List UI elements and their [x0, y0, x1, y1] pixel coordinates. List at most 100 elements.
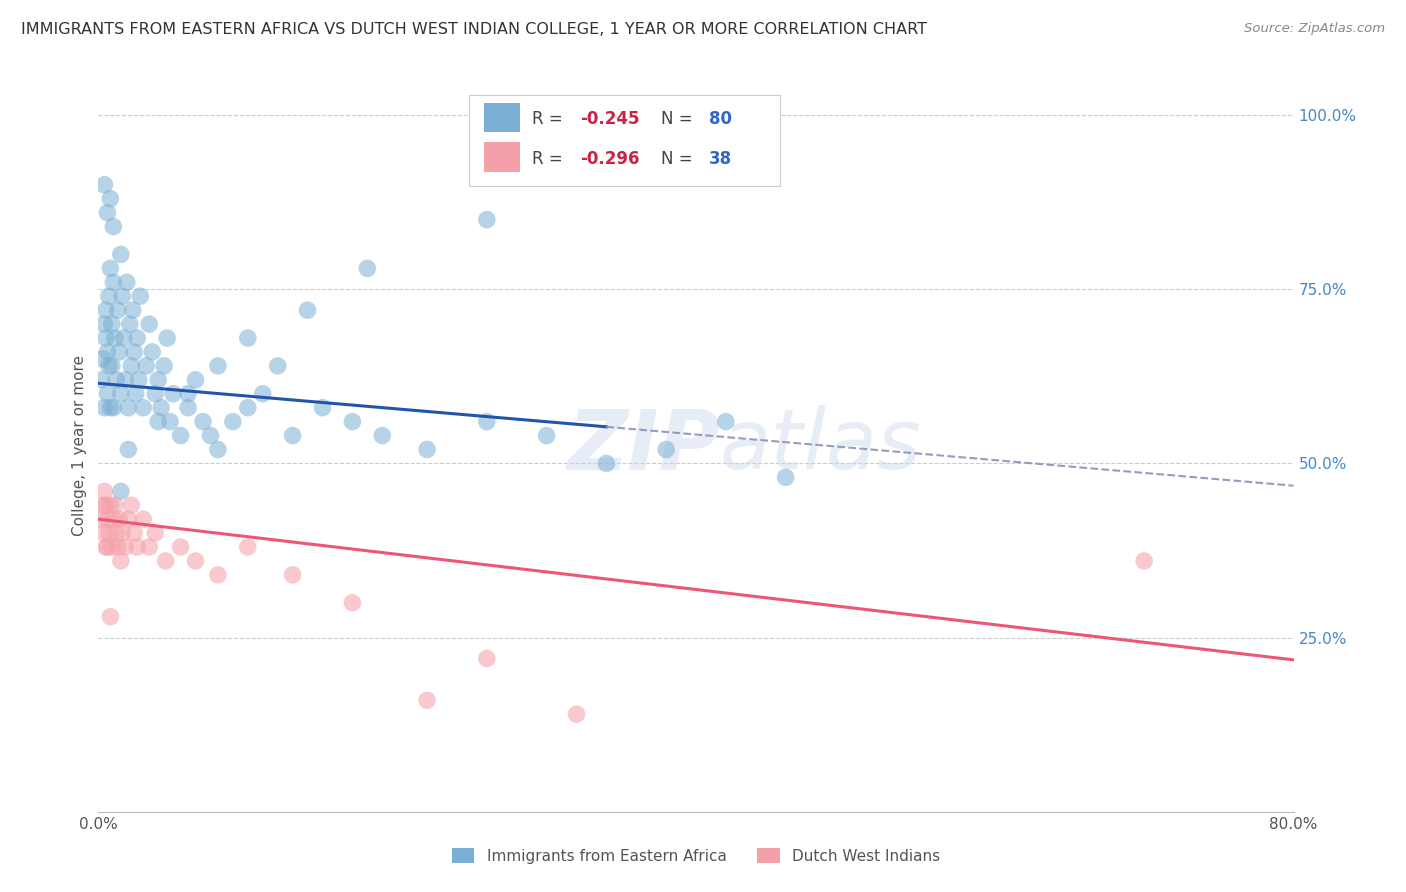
Point: [775, 470, 797, 484]
Point: [98, 261, 122, 276]
Text: N =: N =: [661, 110, 699, 128]
Point: [115, 275, 138, 289]
Point: [101, 317, 124, 331]
Point: [112, 331, 135, 345]
Point: [124, 345, 146, 359]
Text: -0.296: -0.296: [581, 150, 640, 168]
Point: [98, 192, 122, 206]
Point: [97, 359, 120, 373]
Point: [94, 303, 117, 318]
Point: [714, 415, 737, 429]
Point: [118, 317, 141, 331]
Point: [127, 331, 149, 345]
Point: [155, 554, 177, 568]
Point: [141, 345, 163, 359]
Point: [120, 498, 142, 512]
Text: N =: N =: [661, 150, 699, 168]
Point: [135, 359, 157, 373]
Point: [96, 205, 118, 219]
Point: [107, 303, 129, 318]
Point: [207, 567, 229, 582]
Text: R =: R =: [533, 110, 568, 128]
Point: [184, 373, 207, 387]
Legend: Immigrants from Eastern Africa, Dutch West Indians: Immigrants from Eastern Africa, Dutch We…: [446, 842, 946, 870]
Point: [103, 401, 125, 415]
Point: [565, 707, 588, 722]
Point: [207, 442, 229, 457]
Point: [90, 373, 112, 387]
Point: [124, 526, 146, 541]
Point: [177, 401, 200, 415]
Point: [191, 415, 214, 429]
Text: -0.245: -0.245: [581, 110, 640, 128]
Point: [111, 526, 134, 541]
Point: [207, 359, 229, 373]
Point: [153, 359, 176, 373]
Point: [104, 498, 127, 512]
Point: [114, 373, 136, 387]
Point: [138, 540, 160, 554]
Point: [121, 303, 143, 318]
Point: [94, 498, 117, 512]
Text: Source: ZipAtlas.com: Source: ZipAtlas.com: [1244, 22, 1385, 36]
Point: [104, 331, 127, 345]
Point: [342, 596, 364, 610]
Point: [150, 401, 173, 415]
Point: [129, 289, 152, 303]
Point: [177, 386, 200, 401]
Point: [96, 345, 118, 359]
Point: [107, 540, 129, 554]
Point: [91, 498, 114, 512]
Point: [91, 351, 114, 366]
Point: [281, 567, 304, 582]
Point: [184, 554, 207, 568]
Point: [356, 261, 378, 276]
Point: [117, 401, 139, 415]
Point: [105, 526, 128, 541]
FancyBboxPatch shape: [485, 143, 520, 171]
Point: [169, 428, 191, 442]
Point: [475, 415, 498, 429]
Point: [125, 386, 148, 401]
Point: [536, 428, 558, 442]
Point: [97, 526, 120, 541]
Point: [148, 373, 170, 387]
Point: [108, 345, 131, 359]
Point: [96, 540, 118, 554]
Text: atlas: atlas: [720, 406, 921, 486]
Text: R =: R =: [533, 150, 568, 168]
Text: 38: 38: [709, 150, 733, 168]
Point: [162, 386, 184, 401]
Point: [371, 428, 394, 442]
Point: [236, 401, 259, 415]
Point: [93, 178, 115, 192]
Point: [416, 442, 439, 457]
Point: [1133, 554, 1156, 568]
Point: [93, 401, 115, 415]
Point: [655, 442, 678, 457]
Point: [132, 512, 155, 526]
Point: [169, 540, 191, 554]
Point: [111, 289, 134, 303]
Point: [103, 512, 125, 526]
Point: [416, 693, 439, 707]
Point: [101, 540, 124, 554]
Point: [97, 289, 120, 303]
Point: [132, 401, 155, 415]
Point: [105, 373, 128, 387]
Point: [98, 401, 122, 415]
Point: [93, 484, 115, 499]
Point: [94, 331, 117, 345]
Point: [200, 428, 222, 442]
Point: [143, 526, 166, 541]
Point: [297, 303, 319, 318]
Point: [475, 651, 498, 665]
Point: [117, 512, 139, 526]
Point: [96, 386, 118, 401]
Point: [114, 540, 136, 554]
Point: [108, 512, 131, 526]
Point: [94, 540, 117, 554]
Point: [96, 512, 118, 526]
Text: IMMIGRANTS FROM EASTERN AFRICA VS DUTCH WEST INDIAN COLLEGE, 1 YEAR OR MORE CORR: IMMIGRANTS FROM EASTERN AFRICA VS DUTCH …: [21, 22, 927, 37]
Text: 80: 80: [709, 110, 733, 128]
